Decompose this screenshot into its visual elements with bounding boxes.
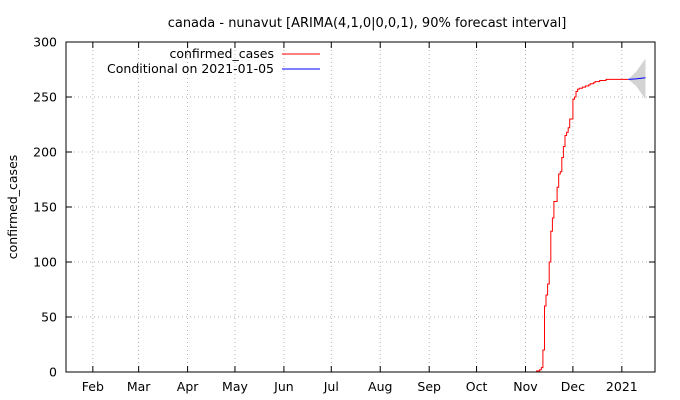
x-tick-label-nov: Nov xyxy=(513,379,538,394)
x-tick-label-feb: Feb xyxy=(82,379,104,394)
x-tick-label-jun: Jun xyxy=(273,379,294,394)
x-tick-label-mar: Mar xyxy=(127,379,151,394)
axis-ticks: 0 50 100 150 200 250 300 Feb Mar Apr May Jun Jul Aug S… xyxy=(33,35,655,394)
y-tick-label-300: 300 xyxy=(33,35,57,50)
legend: confirmed_cases Conditional on 2021-01-0… xyxy=(107,46,320,76)
y-tick-label-100: 100 xyxy=(33,255,57,270)
grid xyxy=(66,42,655,372)
x-tick-label-aug: Aug xyxy=(368,379,392,394)
x-tick-label-apr: Apr xyxy=(177,379,199,394)
series-line-conditional xyxy=(628,77,646,80)
x-tick-label-2021: 2021 xyxy=(606,379,638,394)
x-tick-label-sep: Sep xyxy=(417,379,441,394)
series-line-confirmed-cases xyxy=(533,78,629,373)
y-tick-label-150: 150 xyxy=(33,200,57,215)
y-tick-label-0: 0 xyxy=(49,365,57,380)
y-tick-label-200: 200 xyxy=(33,145,57,160)
y-tick-label-50: 50 xyxy=(41,310,57,325)
chart-title: canada - nunavut [ARIMA(4,1,0|0,0,1), 90… xyxy=(168,16,567,31)
y-tick-label-250: 250 xyxy=(33,90,57,105)
x-tick-label-oct: Oct xyxy=(466,379,488,394)
series-lines xyxy=(533,77,646,373)
legend-label-confirmed-cases: confirmed_cases xyxy=(169,46,274,61)
x-tick-label-jul: Jul xyxy=(323,379,339,394)
x-tick-label-may: May xyxy=(222,379,248,394)
y-axis-label: confirmed_cases xyxy=(5,155,20,260)
legend-label-conditional: Conditional on 2021-01-05 xyxy=(107,61,274,76)
x-tick-label-dec: Dec xyxy=(561,379,585,394)
